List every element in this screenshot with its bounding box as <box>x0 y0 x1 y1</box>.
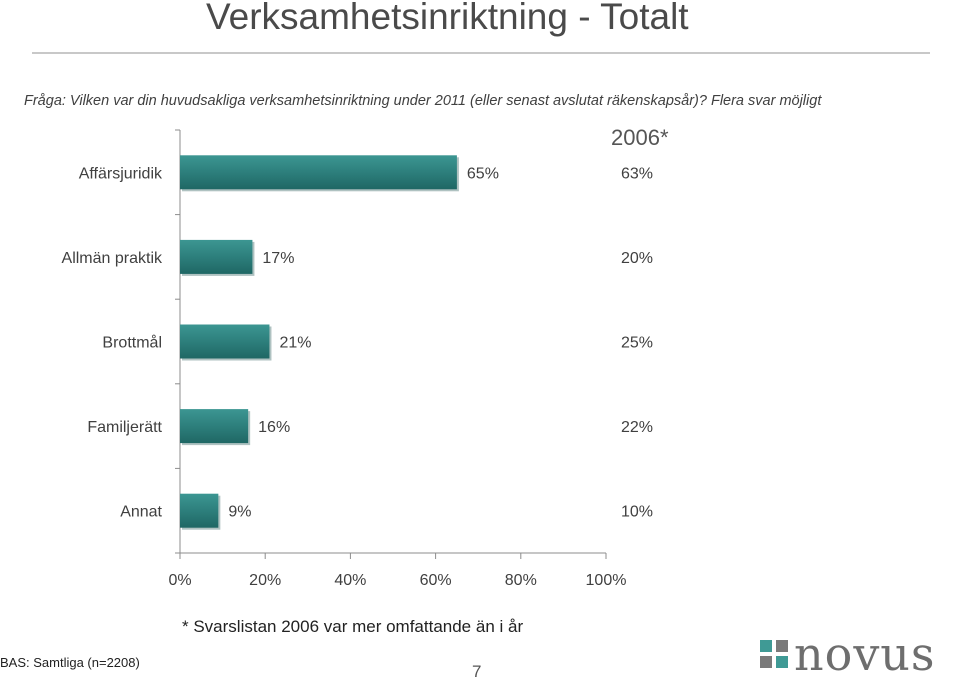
comparison-value-label: 10% <box>621 504 653 521</box>
value-label: 65% <box>467 165 499 182</box>
novus-logo: novus <box>760 632 936 676</box>
bar <box>180 493 219 528</box>
footnote: * Svarslistan 2006 var mer omfattande än… <box>182 617 524 636</box>
bar <box>180 155 457 190</box>
bar <box>180 409 249 444</box>
x-tick-label: 20% <box>249 572 281 589</box>
category-label: Affärsjuridik <box>79 165 163 182</box>
survey-question: Fråga: Vilken var din huvudsakliga verks… <box>24 93 822 109</box>
title-divider <box>32 52 930 54</box>
x-tick-label: 0% <box>168 572 191 589</box>
comparison-value-label: 20% <box>621 250 653 267</box>
base-note: BAS: Samtliga (n=2208) <box>0 655 140 670</box>
comparison-value-label: 22% <box>621 419 653 436</box>
page-number: 7 <box>472 662 482 681</box>
category-label: Allmän praktik <box>62 250 163 267</box>
category-label: Brottmål <box>102 334 162 352</box>
x-tick-label: 100% <box>586 572 627 589</box>
bar-chart: 0% 20% 40% 60% 80% 100% Affärsjuridik 65% 63% All… <box>62 129 653 589</box>
bar <box>180 324 270 359</box>
x-tick-label: 40% <box>334 572 366 589</box>
value-label: 21% <box>279 335 311 352</box>
bar <box>180 239 253 274</box>
logo-text: novus <box>794 632 936 676</box>
comparison-column-header: 2006* <box>611 125 669 150</box>
category-label: Familjerätt <box>87 419 162 436</box>
value-label: 17% <box>262 250 294 267</box>
x-tick-label: 80% <box>505 572 537 589</box>
comparison-value-label: 63% <box>621 165 653 182</box>
comparison-value-label: 25% <box>621 335 653 352</box>
value-label: 9% <box>228 504 251 521</box>
x-tick-label: 60% <box>420 572 452 589</box>
category-label: Annat <box>120 504 162 521</box>
value-label: 16% <box>258 419 290 436</box>
page-title: Verksamhetsinriktning - Totalt <box>206 0 689 37</box>
